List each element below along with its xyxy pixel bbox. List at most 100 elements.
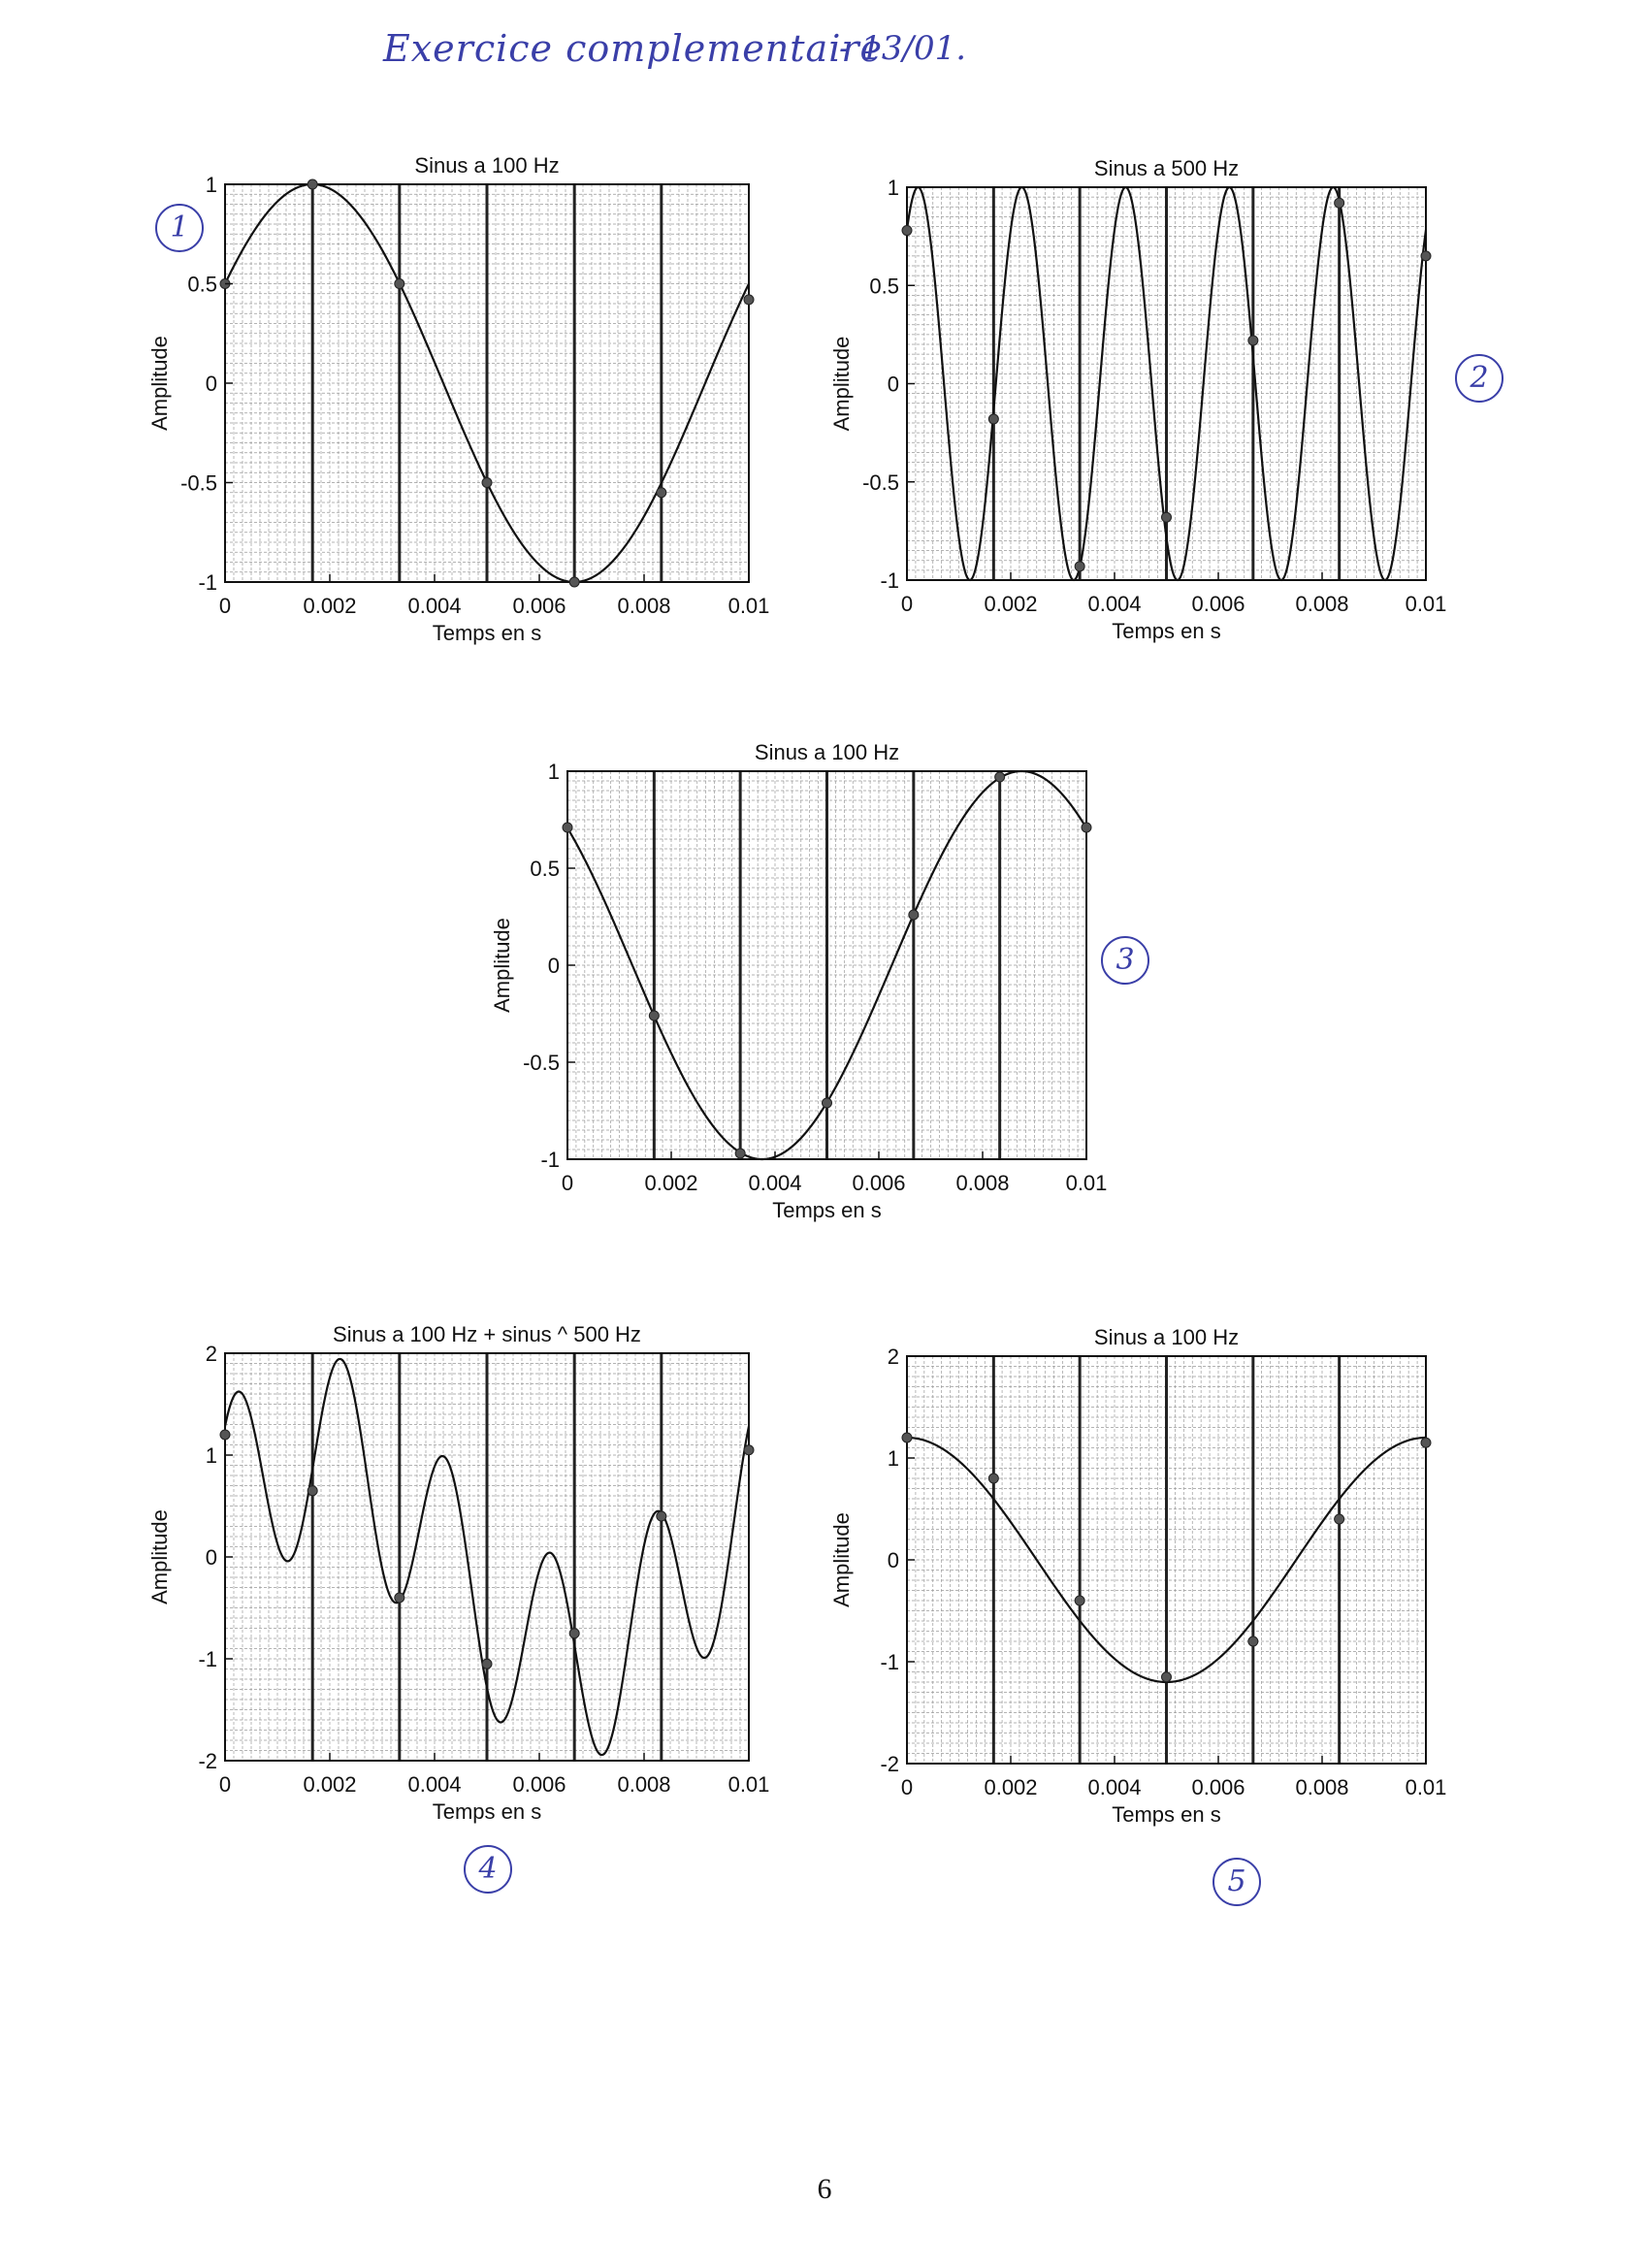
sample-point [394,278,405,289]
sample-point [307,1485,318,1497]
sample-point [908,909,920,921]
y-tick-label: 0 [206,1545,217,1570]
x-tick-label: 0.01 [1406,1775,1447,1799]
y-axis-label: Amplitude [490,918,514,1013]
sample-point [481,477,493,488]
marker-5: 5 [1212,1858,1261,1906]
x-tick-label: 0.006 [512,1772,566,1797]
sample-point [481,1658,493,1669]
y-axis-label: Amplitude [829,337,854,432]
sample-point [743,1444,755,1456]
sample-point [901,1432,913,1443]
x-tick-label: 0.01 [728,594,770,618]
chart-title: Sinus a 100 Hz + sinus ^ 500 Hz [333,1322,641,1346]
y-tick-label: 0.5 [869,274,899,298]
sample-point [743,294,755,306]
chart-title: Sinus a 500 Hz [1094,156,1239,180]
marker-1: 1 [155,204,204,252]
marker-3: 3 [1101,936,1149,985]
y-tick-label: -2 [880,1752,899,1776]
chart-title: Sinus a 100 Hz [755,740,899,764]
y-tick-label: 2 [888,1345,899,1369]
y-tick-label: 0.5 [187,273,217,297]
y-tick-label: 2 [206,1342,217,1366]
x-tick-label: 0.002 [644,1171,697,1195]
chart-title: Sinus a 100 Hz [414,153,559,178]
y-tick-label: -1 [880,568,899,593]
sample-point [307,178,318,190]
marker-2: 2 [1455,354,1504,403]
sample-point [1420,250,1432,262]
sample-point [656,487,667,499]
x-tick-label: 0 [901,1775,913,1799]
sample-point [994,771,1006,783]
x-tick-label: 0.008 [617,594,670,618]
chart-5: 0 0.002 0.004 0.006 0.008 0.01 2 1 0 -1 -2 Sinus a … [829,1325,1446,1827]
x-tick-label: 0 [219,594,231,618]
handwritten-title: Exercice complementaire [383,27,883,70]
sample-point [1420,1437,1432,1448]
sample-point [1161,511,1172,523]
x-tick-label: 0.004 [1087,592,1141,616]
marker-4: 4 [464,1845,512,1894]
x-tick-label: 0.006 [1191,592,1245,616]
x-tick-label: 0.004 [748,1171,801,1195]
sample-point [394,1592,405,1604]
y-tick-label: 0 [888,1548,899,1572]
x-tick-label: 0 [901,592,913,616]
x-axis-label: Temps en s [433,1799,542,1824]
sample-point [1081,822,1092,833]
y-tick-label: 1 [206,1443,217,1468]
sample-point [734,1148,746,1159]
x-tick-label: 0.008 [1295,1775,1348,1799]
x-axis-label: Temps en s [1112,619,1221,643]
handwritten-date: - 13/01. [839,29,967,68]
x-tick-label: 0.01 [1406,592,1447,616]
x-tick-label: 0 [219,1772,231,1797]
sample-point [987,1473,999,1484]
sample-point [901,225,913,237]
y-tick-label: -0.5 [862,470,899,495]
sample-point [1247,1636,1259,1647]
chart-4: 0 0.002 0.004 0.006 0.008 0.01 2 1 0 -1 -2 Sinus a … [147,1322,769,1824]
sample-point [1334,1513,1345,1525]
sample-point [1334,197,1345,209]
sample-point [562,822,573,833]
sample-point [219,1429,231,1441]
sample-point [1074,1595,1085,1606]
y-tick-label: -1 [540,1148,560,1172]
y-axis-label: Amplitude [147,336,172,431]
chart-1: 0 0.002 0.004 0.006 0.008 0.01 1 0.5 0 -0.5 -1 Sinu… [147,153,769,645]
x-axis-label: Temps en s [1112,1802,1221,1827]
y-tick-label: -0.5 [180,471,217,496]
sample-point [568,576,580,588]
x-tick-label: 0.002 [984,592,1037,616]
y-tick-label: 0 [888,373,899,397]
chart-2: 0 0.002 0.004 0.006 0.008 0.01 1 0.5 0 -0.5 -1 Sinu… [829,156,1446,643]
y-tick-label: 1 [888,1446,899,1471]
y-axis-label: Amplitude [147,1509,172,1604]
sample-point [1074,561,1085,572]
sample-point [987,413,999,425]
y-tick-label: -1 [880,1650,899,1674]
x-tick-label: 0.01 [728,1772,770,1797]
sample-point [656,1510,667,1522]
x-axis-label: Temps en s [433,621,542,645]
sample-point [822,1097,832,1109]
y-tick-label: 1 [548,760,560,784]
y-tick-label: -1 [198,570,217,595]
chart-title: Sinus a 100 Hz [1094,1325,1239,1349]
y-tick-label: -1 [198,1647,217,1671]
x-axis-label: Temps en s [772,1198,882,1222]
x-tick-label: 0.008 [955,1171,1009,1195]
x-tick-label: 0.002 [984,1775,1037,1799]
x-tick-label: 0.006 [852,1171,905,1195]
y-axis-label: Amplitude [829,1512,854,1607]
x-tick-label: 0.006 [1191,1775,1245,1799]
sample-point [1161,1671,1172,1683]
x-tick-label: 0 [562,1171,573,1195]
sample-point [1247,335,1259,346]
x-tick-label: 0.008 [1295,592,1348,616]
x-tick-label: 0.008 [617,1772,670,1797]
